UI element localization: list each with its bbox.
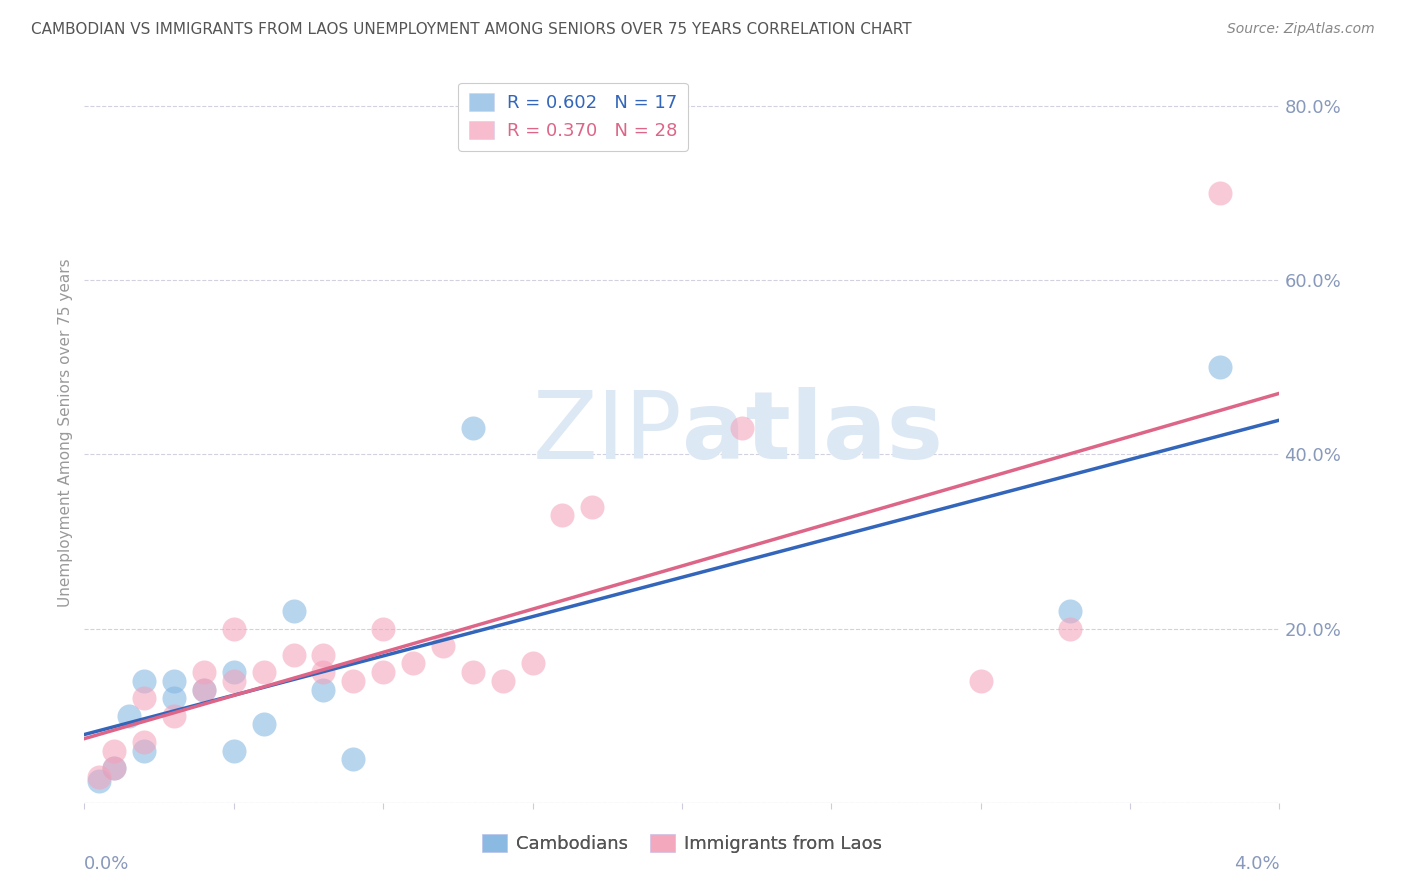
- Point: [103, 743, 125, 757]
- Point: [731, 421, 754, 435]
- Text: atlas: atlas: [682, 386, 943, 479]
- Text: ZIP: ZIP: [533, 386, 682, 479]
- Point: [402, 657, 425, 671]
- Text: Source: ZipAtlas.com: Source: ZipAtlas.com: [1227, 22, 1375, 37]
- Point: [253, 717, 276, 731]
- Point: [222, 665, 245, 680]
- Point: [492, 673, 515, 688]
- Point: [89, 774, 111, 789]
- Point: [222, 673, 245, 688]
- Point: [1209, 360, 1232, 375]
- Legend: Cambodians, Immigrants from Laos: Cambodians, Immigrants from Laos: [475, 827, 889, 861]
- Point: [103, 761, 125, 775]
- Point: [1059, 604, 1081, 618]
- Point: [193, 682, 215, 697]
- Point: [342, 673, 364, 688]
- Text: 4.0%: 4.0%: [1234, 855, 1279, 872]
- Point: [253, 665, 276, 680]
- Text: CAMBODIAN VS IMMIGRANTS FROM LAOS UNEMPLOYMENT AMONG SENIORS OVER 75 YEARS CORRE: CAMBODIAN VS IMMIGRANTS FROM LAOS UNEMPL…: [31, 22, 911, 37]
- Point: [163, 673, 186, 688]
- Point: [312, 682, 335, 697]
- Point: [373, 622, 395, 636]
- Point: [342, 752, 364, 766]
- Point: [283, 648, 305, 662]
- Y-axis label: Unemployment Among Seniors over 75 years: Unemployment Among Seniors over 75 years: [58, 259, 73, 607]
- Point: [522, 657, 544, 671]
- Point: [163, 708, 186, 723]
- Point: [132, 743, 156, 757]
- Point: [1059, 622, 1081, 636]
- Point: [312, 665, 335, 680]
- Point: [312, 648, 335, 662]
- Point: [132, 691, 156, 706]
- Point: [461, 421, 484, 435]
- Point: [970, 673, 993, 688]
- Text: 0.0%: 0.0%: [84, 855, 129, 872]
- Point: [222, 743, 245, 757]
- Point: [461, 665, 484, 680]
- Point: [193, 665, 215, 680]
- Point: [432, 639, 454, 653]
- Point: [103, 761, 125, 775]
- Point: [118, 708, 141, 723]
- Point: [373, 665, 395, 680]
- Point: [551, 508, 574, 523]
- Point: [132, 735, 156, 749]
- Point: [222, 622, 245, 636]
- Point: [132, 673, 156, 688]
- Point: [581, 500, 603, 514]
- Point: [193, 682, 215, 697]
- Point: [89, 770, 111, 784]
- Point: [163, 691, 186, 706]
- Point: [283, 604, 305, 618]
- Point: [1209, 186, 1232, 200]
